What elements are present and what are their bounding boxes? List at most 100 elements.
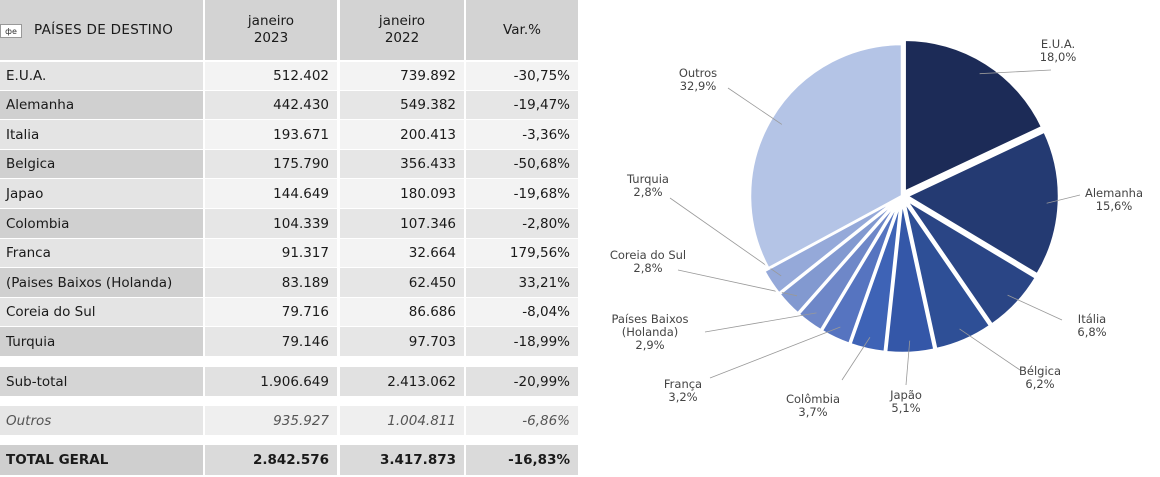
table-row: Belgica 175.790 356.433 -50,68% [0,150,578,178]
row-value-2023: 104.339 [205,209,337,238]
slice-label: Bélgica 6,2% [1019,364,1061,391]
pie-slice-b-lgica [902,199,992,351]
pie-slice-jap-o [884,200,936,355]
others-2023: 935.927 [205,406,337,435]
pie-slice-turquia [762,197,899,296]
header-country: PAÍSES DE DESTINO [0,0,203,60]
slice-label: Outros 32,9% [679,66,717,93]
table-row: E.U.A. 512.402 739.892 -30,75% [0,62,578,90]
row-country: Italia [0,120,203,149]
table-row: (Paises Baixos (Holanda) 83.189 62.450 3… [0,268,578,297]
total-label: TOTAL GERAL [0,445,203,475]
row-country: Franca [0,239,203,267]
others-label: Outros [0,406,203,435]
leader-line [709,326,841,379]
slice-label: Japão 5,1% [889,388,922,415]
leader-line [704,312,817,333]
header-variation-label: Var.% [503,22,541,38]
row-value-2022: 32.664 [340,239,464,267]
leader-line [905,340,911,386]
row-value-2023: 79.146 [205,327,337,356]
pie-chart: E.U.A. 18,0% Alemanha 15,6% Itália 6,8% Bélgic… [610,37,1143,419]
row-variation: -3,36% [466,120,578,149]
subtotal-label: Sub-total [0,367,203,396]
table-row: Japao 144.649 180.093 -19,68% [0,179,578,208]
pie-slice-alemanha [904,129,1061,277]
row-variation: -8,04% [466,298,578,326]
header-country-label: PAÍSES DE DESTINO [34,22,174,38]
total-2023: 2.842.576 [205,445,337,475]
subtotal-variation: -20,99% [466,367,578,396]
slice-label: Turquia 2,8% [626,172,669,199]
row-country: Colombia [0,209,203,238]
row-variation: -18,99% [466,327,578,356]
slice-label: Coreia do Sul 2,8% [610,248,686,275]
row-value-2022: 200.413 [340,120,464,149]
total-row: TOTAL GERAL 2.842.576 3.417.873 -16,83% [0,445,578,475]
row-value-2023: 91.317 [205,239,337,267]
subtotal-row: Sub-total 1.906.649 2.413.062 -20,99% [0,367,578,396]
row-value-2022: 739.892 [340,62,464,90]
row-value-2022: 97.703 [340,327,464,356]
leader-line [1046,194,1081,204]
row-variation: -19,47% [466,91,578,119]
others-row: Outros 935.927 1.004.811 -6,86% [0,406,578,435]
row-variation: 33,21% [466,268,578,297]
leader-line [669,197,782,277]
row-value-2023: 83.189 [205,268,337,297]
row-variation: -30,75% [466,62,578,90]
header-variation: Var.% [466,0,578,60]
row-value-2022: 180.093 [340,179,464,208]
header-jan-2023: janeiro 2023 [205,0,337,60]
table-row: Franca 91.317 32.664 179,56% [0,239,578,267]
row-value-2023: 79.716 [205,298,337,326]
leader-line [1007,294,1063,321]
row-value-2023: 512.402 [205,62,337,90]
slice-label: E.U.A. 18,0% [1040,37,1077,64]
slice-label: Colômbia 3,7% [786,392,840,419]
others-2022: 1.004.811 [340,406,464,435]
pie-slice-it-lia [904,198,1038,327]
table-row: Alemanha 442.430 549.382 -19,47% [0,91,578,119]
row-variation: -2,80% [466,209,578,238]
destination-table: PAÍSES DE DESTINO janeiro 2023 janeiro 2… [0,0,578,475]
table-row: Coreia do Sul 79.716 86.686 -8,04% [0,298,578,326]
row-country: Coreia do Sul [0,298,203,326]
row-value-2023: 144.649 [205,179,337,208]
leader-line [727,87,783,125]
row-country: Belgica [0,150,203,178]
header-col2-month: janeiro [378,13,426,29]
leader-line [979,69,1052,75]
leader-line [841,337,871,381]
row-value-2022: 62.450 [340,268,464,297]
slice-label: Alemanha 15,6% [1085,186,1143,213]
header-jan-2022: janeiro 2022 [340,0,464,60]
row-value-2022: 107.346 [340,209,464,238]
leader-line [959,328,1021,371]
header-col1-month: janeiro [247,13,295,29]
total-variation: -16,83% [466,445,578,475]
slice-label: Países Baixos (Holanda) 2,9% [612,312,689,352]
table-row: Italia 193.671 200.413 -3,36% [0,120,578,149]
language-tag: фе [0,24,22,38]
row-variation: -50,68% [466,150,578,178]
slice-label: Itália 6,8% [1077,312,1106,339]
row-variation: -19,68% [466,179,578,208]
pie-slice-e-u-a- [903,38,1044,194]
subtotal-2022: 2.413.062 [340,367,464,396]
row-value-2023: 175.790 [205,150,337,178]
row-value-2022: 356.433 [340,150,464,178]
header-col2-year: 2022 [384,30,420,46]
row-country: (Paises Baixos (Holanda) [0,268,203,297]
header-col1-year: 2023 [253,30,289,46]
total-2022: 3.417.873 [340,445,464,475]
others-variation: -6,86% [466,406,578,435]
row-country: E.U.A. [0,62,203,90]
table-row: Turquia 79.146 97.703 -18,99% [0,327,578,356]
row-country: Alemanha [0,91,203,119]
row-value-2023: 442.430 [205,91,337,119]
row-country: Japao [0,179,203,208]
row-variation: 179,56% [466,239,578,267]
row-country: Turquia [0,327,203,356]
slice-label: França 3,2% [664,377,702,404]
